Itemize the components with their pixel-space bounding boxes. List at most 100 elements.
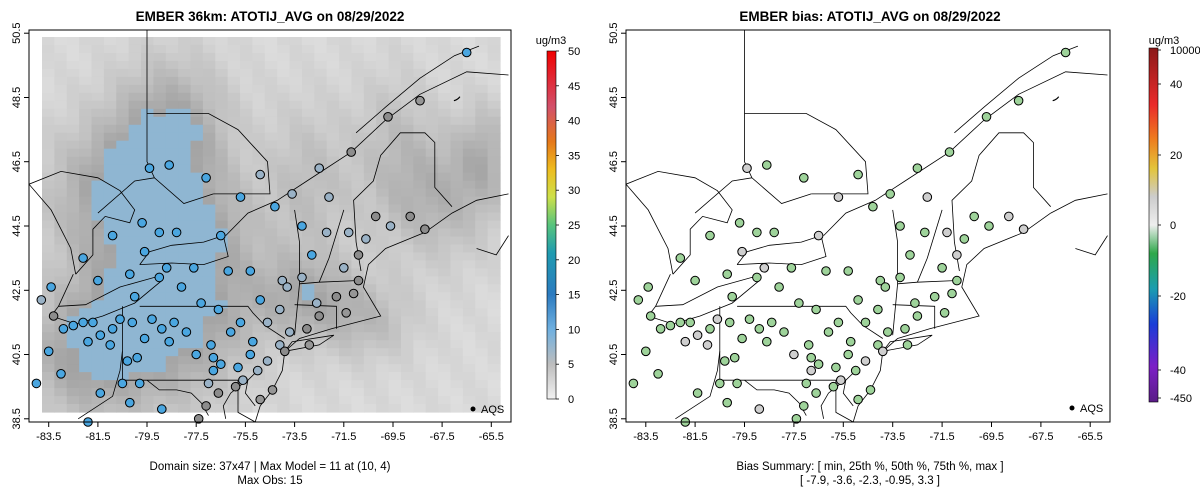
model-grid-cell [116, 124, 130, 134]
model-grid-cell [462, 124, 476, 134]
model-grid-cell [141, 356, 155, 365]
bias-point [939, 308, 950, 318]
model-grid-cell [363, 172, 377, 182]
model-grid-cell [178, 172, 192, 182]
model-grid-cell [277, 396, 291, 405]
map-boundary-line [58, 274, 74, 307]
model-grid-cell [351, 300, 365, 309]
model-grid-cell [462, 292, 476, 301]
model-grid-cell [178, 228, 192, 238]
model-grid-cell [141, 148, 155, 158]
model-grid-cell [301, 332, 315, 341]
model-grid-cell [240, 84, 254, 94]
model-grid-cell [351, 180, 365, 190]
model-grid-cell [425, 100, 439, 110]
model-grid-cell [376, 76, 390, 86]
model-grid-cell [351, 404, 365, 413]
model-grid-cell [450, 324, 464, 333]
model-grid-cell [326, 180, 340, 190]
bias-point [902, 340, 913, 350]
model-grid-cell [153, 332, 167, 341]
model-grid-cell [202, 348, 216, 357]
model-grid-cell [425, 380, 439, 389]
model-grid-cell [141, 300, 155, 309]
model-grid-cell [215, 132, 229, 142]
model-grid-cell [326, 308, 340, 317]
model-grid-cell [363, 164, 377, 174]
model-grid-cell [54, 180, 68, 190]
model-grid-cell [66, 228, 80, 238]
model-grid-cell [116, 37, 130, 46]
model-grid-cell [326, 316, 340, 325]
model-grid-cell [66, 356, 80, 365]
model-grid-cell [79, 228, 93, 238]
model-grid-cell [66, 292, 80, 301]
model-grid-cell [314, 252, 328, 262]
model-grid-cell [475, 356, 489, 365]
model-grid-cell [178, 260, 192, 269]
model-grid-cell [301, 404, 315, 413]
bias-point [813, 230, 824, 241]
map-boundary-line [28, 170, 136, 275]
model-grid-cell [400, 364, 414, 373]
model-grid-cell [116, 116, 130, 126]
model-grid-cell [240, 116, 254, 126]
model-grid-cell [116, 236, 130, 246]
model-grid-cell [252, 324, 266, 333]
model-grid-cell [79, 356, 93, 365]
model-grid-cell [215, 37, 229, 46]
model-grid-cell [128, 284, 142, 293]
model-grid-cell [264, 324, 278, 333]
y-tick-label: 38.5 [608, 408, 620, 429]
model-grid-cell [376, 44, 390, 54]
model-grid-cell [289, 76, 303, 86]
model-grid-cell [363, 188, 377, 198]
model-grid-cell [42, 356, 55, 365]
model-grid-cell [438, 332, 452, 341]
model-grid-cell [128, 164, 142, 174]
model-grid-cell [240, 164, 254, 174]
model-grid-cell [215, 404, 229, 413]
model-grid-cell [339, 164, 353, 174]
obs-point [248, 336, 258, 347]
model-grid-cell [128, 84, 142, 94]
model-grid-cell [326, 76, 340, 86]
model-grid-cell [289, 204, 303, 214]
model-grid-cell [289, 356, 303, 365]
model-grid-cell [128, 244, 142, 254]
model-grid-cell [178, 116, 192, 126]
model-grid-cell [202, 372, 216, 381]
model-grid-cell [277, 316, 291, 325]
model-grid-cell [153, 204, 167, 214]
model-grid-cell [215, 316, 229, 325]
model-grid-cell [413, 276, 427, 285]
model-grid-cell [202, 212, 216, 222]
model-grid-cell [202, 244, 216, 254]
model-grid-cell [314, 228, 328, 238]
model-grid-cell [252, 140, 266, 150]
model-grid-cell [450, 148, 464, 158]
model-grid-cell [227, 84, 241, 94]
obs-point [284, 327, 295, 337]
bias-colorbar-label: 40 [1170, 79, 1182, 91]
model-grid-cell [178, 92, 192, 102]
model-grid-cell [425, 372, 439, 381]
model-grid-cell [413, 164, 427, 174]
model-grid-cell [314, 380, 328, 389]
model-grid-cell [178, 68, 192, 78]
model-grid-cell [438, 204, 452, 214]
model-grid-cell [314, 244, 328, 254]
model-grid-cell [326, 276, 340, 285]
obs-point [216, 230, 226, 241]
model-grid-cell [277, 60, 291, 70]
model-grid-cell [339, 244, 353, 254]
x-tick-label: -71.5 [331, 431, 356, 443]
model-grid-cell [103, 372, 117, 381]
model-grid-cell [128, 212, 142, 222]
model-grid-cell [42, 404, 55, 413]
y-tick-label: 40.5 [11, 344, 23, 365]
model-grid-cell [190, 60, 204, 70]
model-grid-cell [277, 252, 291, 262]
model-grid-cell [363, 108, 377, 118]
model-grid-cell [289, 172, 303, 182]
